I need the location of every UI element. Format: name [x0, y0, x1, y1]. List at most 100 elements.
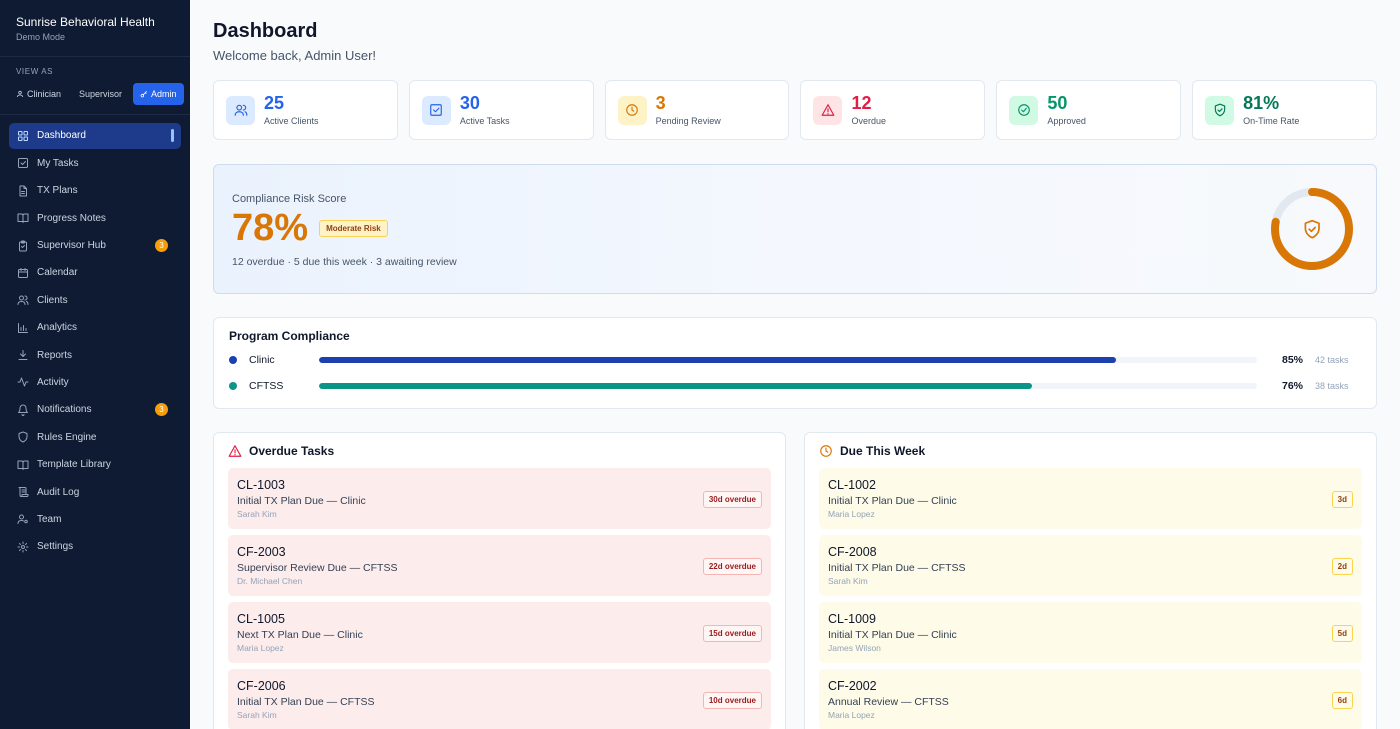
program-progress-track: [319, 383, 1257, 389]
task-id: CF-2002: [828, 679, 877, 693]
program-compliance-card: Program Compliance Clinic 85% 42 tasks CFTS…: [213, 317, 1377, 409]
task-due-badge: 10d overdue: [702, 692, 762, 709]
task-due-badge: 22d overdue: [702, 558, 762, 575]
task-assignee: Dr. Michael Chen: [237, 576, 303, 586]
sidebar-item-dashboard[interactable]: Dashboard: [9, 123, 181, 149]
sidebar-item-badge: 3: [155, 403, 168, 417]
sidebar-nav: Dashboard My Tasks TX Plans Progress Notes S…: [0, 115, 190, 568]
program-row-clinic: Clinic 85% 42 tasks: [229, 347, 1361, 373]
task-item[interactable]: CF-2006 Initial TX Plan Due — CFTSS Sarah …: [228, 669, 771, 729]
sidebar-item-activity[interactable]: Activity: [9, 370, 181, 396]
risk-detail: 12 overdue · 5 due this week · 3 awaitin…: [232, 256, 457, 268]
stat-card-overdue: 12 Overdue: [800, 80, 986, 140]
sidebar-item-label: Progress Notes: [37, 212, 106, 224]
task-item[interactable]: CL-1005 Next TX Plan Due — Clinic Maria Lo…: [228, 602, 771, 663]
program-color-dot: [229, 382, 237, 390]
check-circle-icon: [1009, 95, 1039, 125]
view-as-label: VIEW AS: [16, 67, 54, 76]
stat-value: 50: [1047, 93, 1068, 113]
program-progress-fill: [319, 383, 1032, 389]
task-assignee: Sarah Kim: [237, 710, 277, 720]
sidebar-item-notifications[interactable]: Notifications 3: [9, 397, 181, 423]
brand-name: Sunrise Behavioral Health: [16, 15, 155, 29]
sidebar-item-reports[interactable]: Reports: [9, 342, 181, 368]
gear-icon: [17, 541, 29, 553]
user-icon: [16, 90, 24, 98]
sidebar-item-progress-notes[interactable]: Progress Notes: [9, 205, 181, 231]
program-task-count: 38 tasks: [1315, 381, 1349, 391]
sidebar-item-audit-log[interactable]: Audit Log: [9, 479, 181, 505]
task-id: CL-1009: [828, 612, 876, 626]
task-assignee: Sarah Kim: [237, 509, 277, 519]
sidebar-item-clients[interactable]: Clients: [9, 287, 181, 313]
stats-row: 25 Active Clients 30 Active Tasks 3 Pending R…: [213, 80, 1377, 140]
sidebar-item-label: Notifications: [37, 404, 92, 416]
task-item[interactable]: CL-1002 Initial TX Plan Due — Clinic Maria…: [819, 468, 1362, 529]
stat-label: Approved: [1047, 116, 1086, 126]
sidebar-item-settings[interactable]: Settings: [9, 534, 181, 560]
sidebar-item-calendar[interactable]: Calendar: [9, 260, 181, 286]
page-subtitle: Welcome back, Admin User!: [213, 48, 377, 63]
task-assignee: Sarah Kim: [828, 576, 868, 586]
clock-icon: [617, 95, 647, 125]
sidebar-item-label: Activity: [37, 376, 69, 388]
task-title: Annual Review — CFTSS: [828, 696, 949, 708]
sidebar-item-supervisor-hub[interactable]: Supervisor Hub 3: [9, 233, 181, 259]
role-switcher: Clinician Supervisor Admin: [9, 83, 184, 105]
program-progress-fill: [319, 357, 1117, 363]
due-this-week-panel: Due This Week CL-1002 Initial TX Plan Due…: [804, 432, 1377, 729]
task-id: CF-2003: [237, 545, 286, 559]
page-title: Dashboard: [213, 20, 318, 42]
scroll-icon: [17, 486, 29, 498]
task-title: Initial TX Plan Due — Clinic: [828, 495, 957, 507]
task-title: Initial TX Plan Due — CFTSS: [828, 562, 966, 574]
sidebar-item-rules-engine[interactable]: Rules Engine: [9, 424, 181, 450]
sidebar-item-label: Analytics: [37, 322, 78, 334]
stat-card-on-time-rate: 81% On-Time Rate: [1192, 80, 1377, 140]
task-assignee: Maria Lopez: [237, 643, 284, 653]
stat-card-active-clients: 25 Active Clients: [213, 80, 398, 140]
sidebar-item-template-library[interactable]: Template Library: [9, 452, 181, 478]
sidebar-item-label: Audit Log: [37, 486, 80, 498]
view-as: VIEW AS Clinician Supervisor Admin: [0, 57, 190, 115]
sidebar-item-tx-plans[interactable]: TX Plans: [9, 178, 181, 204]
main-content: Dashboard Welcome back, Admin User! 25 Ac…: [190, 0, 1400, 729]
sidebar-item-label: Template Library: [37, 459, 111, 471]
role-admin-button[interactable]: Admin: [133, 83, 184, 105]
task-assignee: James Wilson: [828, 643, 881, 653]
task-item[interactable]: CL-1009 Initial TX Plan Due — Clinic James…: [819, 602, 1362, 663]
task-id: CL-1003: [237, 478, 285, 492]
sidebar-item-label: Supervisor Hub: [37, 240, 106, 251]
activity-icon: [17, 376, 29, 388]
sidebar-item-label: Dashboard: [37, 130, 86, 142]
role-supervisor-label: Supervisor: [79, 89, 123, 99]
stat-label: Pending Review: [655, 116, 721, 126]
stat-label: Active Tasks: [459, 116, 510, 126]
clipboard-icon: [17, 240, 29, 252]
task-id: CL-1002: [828, 478, 876, 492]
task-assignee: Maria Lopez: [828, 710, 875, 720]
clock-icon: [820, 445, 832, 457]
sidebar-item-label: Clients: [37, 294, 68, 306]
sidebar-item-label: Reports: [37, 349, 73, 361]
sidebar-item-analytics[interactable]: Analytics: [9, 315, 181, 341]
task-item[interactable]: CF-2002 Annual Review — CFTSS Maria Lopez 6…: [819, 669, 1362, 729]
task-item[interactable]: CL-1003 Initial TX Plan Due — Clinic Sarah…: [228, 468, 771, 529]
checkbox-icon: [17, 157, 29, 169]
role-supervisor-button[interactable]: Supervisor: [72, 83, 129, 105]
compliance-risk-card: Compliance Risk Score 78% Moderate Risk …: [213, 164, 1377, 294]
overdue-tasks-panel: Overdue Tasks CL-1003 Initial TX Plan Due…: [213, 432, 786, 729]
role-clinician-button[interactable]: Clinician: [9, 83, 68, 105]
shield-check-icon: [1304, 219, 1320, 239]
stat-card-approved: 50 Approved: [996, 80, 1182, 140]
key-icon: [140, 91, 147, 98]
sidebar-item-my-tasks[interactable]: My Tasks: [9, 150, 181, 176]
task-due-badge: 30d overdue: [702, 491, 762, 508]
shield-icon: [17, 431, 29, 443]
task-due-badge: 6d: [1331, 692, 1353, 709]
task-item[interactable]: CF-2008 Initial TX Plan Due — CFTSS Sarah …: [819, 535, 1362, 596]
program-percent: 85%: [1281, 354, 1303, 366]
risk-label: Compliance Risk Score: [232, 193, 347, 205]
task-item[interactable]: CF-2003 Supervisor Review Due — CFTSS Dr. …: [228, 535, 771, 596]
sidebar-item-team[interactable]: Team: [9, 506, 181, 532]
